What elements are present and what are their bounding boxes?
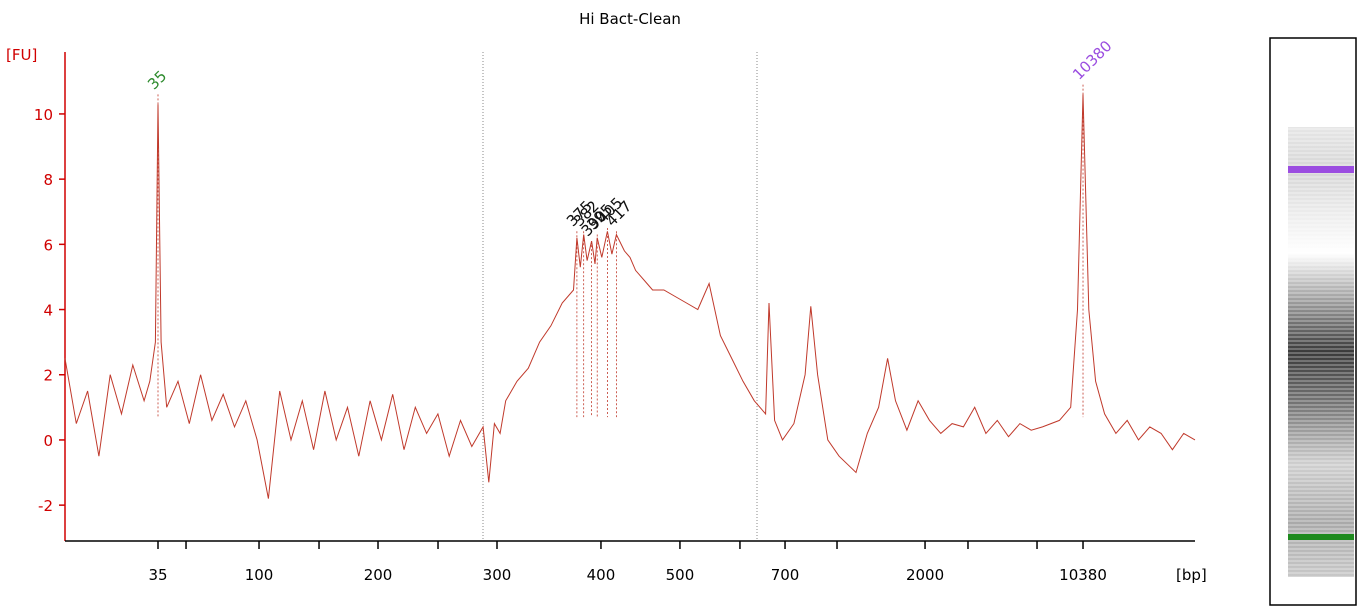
y-tick-label: 6 [43,236,53,254]
x-tick-label: 100 [245,566,274,584]
y-tick-label: 4 [43,302,53,320]
x-tick-label: 200 [364,566,393,584]
y-tick-label: 2 [43,367,53,385]
gel-lane-bands [1288,127,1354,577]
gel-upper-marker [1288,166,1354,173]
y-tick-label: 0 [43,432,53,450]
x-tick-label: 35 [148,566,167,584]
peak-label: 35 [144,67,170,93]
x-axis-label: [bp] [1176,566,1207,584]
x-tick-label: 300 [483,566,512,584]
y-tick-label: 10 [34,106,53,124]
x-tick-label: 500 [666,566,695,584]
gel-lower-marker [1288,534,1354,540]
trace [64,94,1196,499]
y-axis-label: [FU] [6,46,37,64]
peak-label: 10380 [1069,37,1115,83]
x-tick-label: 2000 [906,566,944,584]
y-tick-label: 8 [43,171,53,189]
chart-title: Hi Bact-Clean [579,10,681,28]
x-tick-label: 10380 [1059,566,1107,584]
x-tick-label: 700 [771,566,800,584]
y-tick-label: -2 [38,497,53,515]
x-tick-label: 400 [587,566,616,584]
